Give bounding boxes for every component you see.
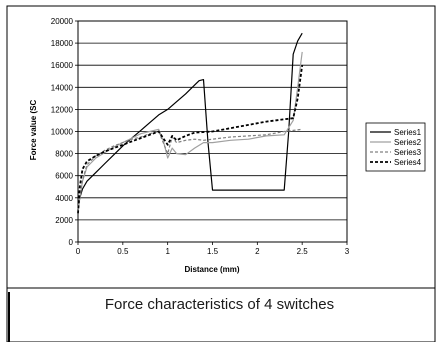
legend-label-3: Series3 [394, 148, 422, 157]
y-tick-label: 14000 [51, 83, 74, 92]
y-tick-label: 6000 [55, 172, 73, 181]
y-tick-label: 16000 [51, 61, 74, 70]
y-tick-label: 10000 [51, 128, 74, 137]
y-tick-label: 8000 [55, 150, 73, 159]
legend-box [365, 122, 426, 172]
legend-label-2: Series2 [394, 138, 422, 147]
x-tick-label: 2.5 [297, 247, 309, 256]
y-tick-label: 20000 [51, 17, 74, 26]
series-line-3 [77, 128, 303, 214]
x-tick-label: 3 [345, 247, 350, 256]
x-tick-label: 1 [165, 247, 170, 256]
figure-caption: Force characteristics of 4 switches [104, 296, 335, 313]
x-tick-label: 0 [76, 247, 81, 256]
series-line-4 [77, 65, 304, 214]
series-line-1 [77, 32, 303, 209]
y-tick-label: 18000 [51, 39, 74, 48]
x-tick-label: 1.5 [207, 247, 219, 256]
series-line-2 [77, 51, 303, 209]
y-tick-label: 4000 [55, 194, 73, 203]
y-tick-labels: 0 2000 4000 6000 8000 10000 12000 14000 16000 180… [51, 17, 78, 247]
series-lines [77, 32, 304, 214]
x-tick-label: 2 [255, 247, 260, 256]
x-axis-label: Distance (mm) [184, 265, 239, 274]
y-tick-label: 12000 [51, 105, 74, 114]
x-tick-label: 0.5 [117, 247, 129, 256]
y-axis-label: Force value (SC [29, 100, 38, 161]
y-tick-label: 0 [69, 238, 74, 247]
caption-frame [6, 287, 436, 342]
legend-label-1: Series1 [394, 128, 422, 137]
x-tick-labels: 0 0.5 1 1.5 2 2.5 3 [76, 242, 350, 256]
y-tick-label: 2000 [55, 216, 73, 225]
legend-label-4: Series4 [394, 158, 422, 167]
